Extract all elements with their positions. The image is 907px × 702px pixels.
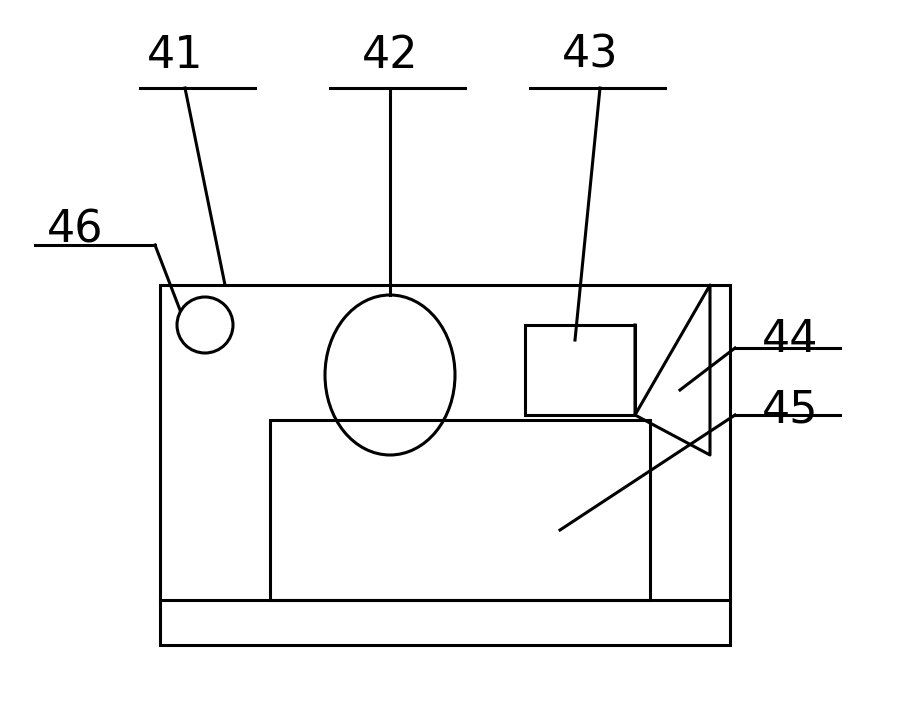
Bar xyxy=(525,325,635,415)
Text: 45: 45 xyxy=(762,388,818,432)
Bar xyxy=(160,285,730,645)
Text: 44: 44 xyxy=(762,319,818,362)
Bar xyxy=(270,420,650,600)
Text: 41: 41 xyxy=(147,34,203,77)
Text: 46: 46 xyxy=(47,208,103,251)
Text: 43: 43 xyxy=(561,34,619,77)
Text: 42: 42 xyxy=(362,34,418,77)
